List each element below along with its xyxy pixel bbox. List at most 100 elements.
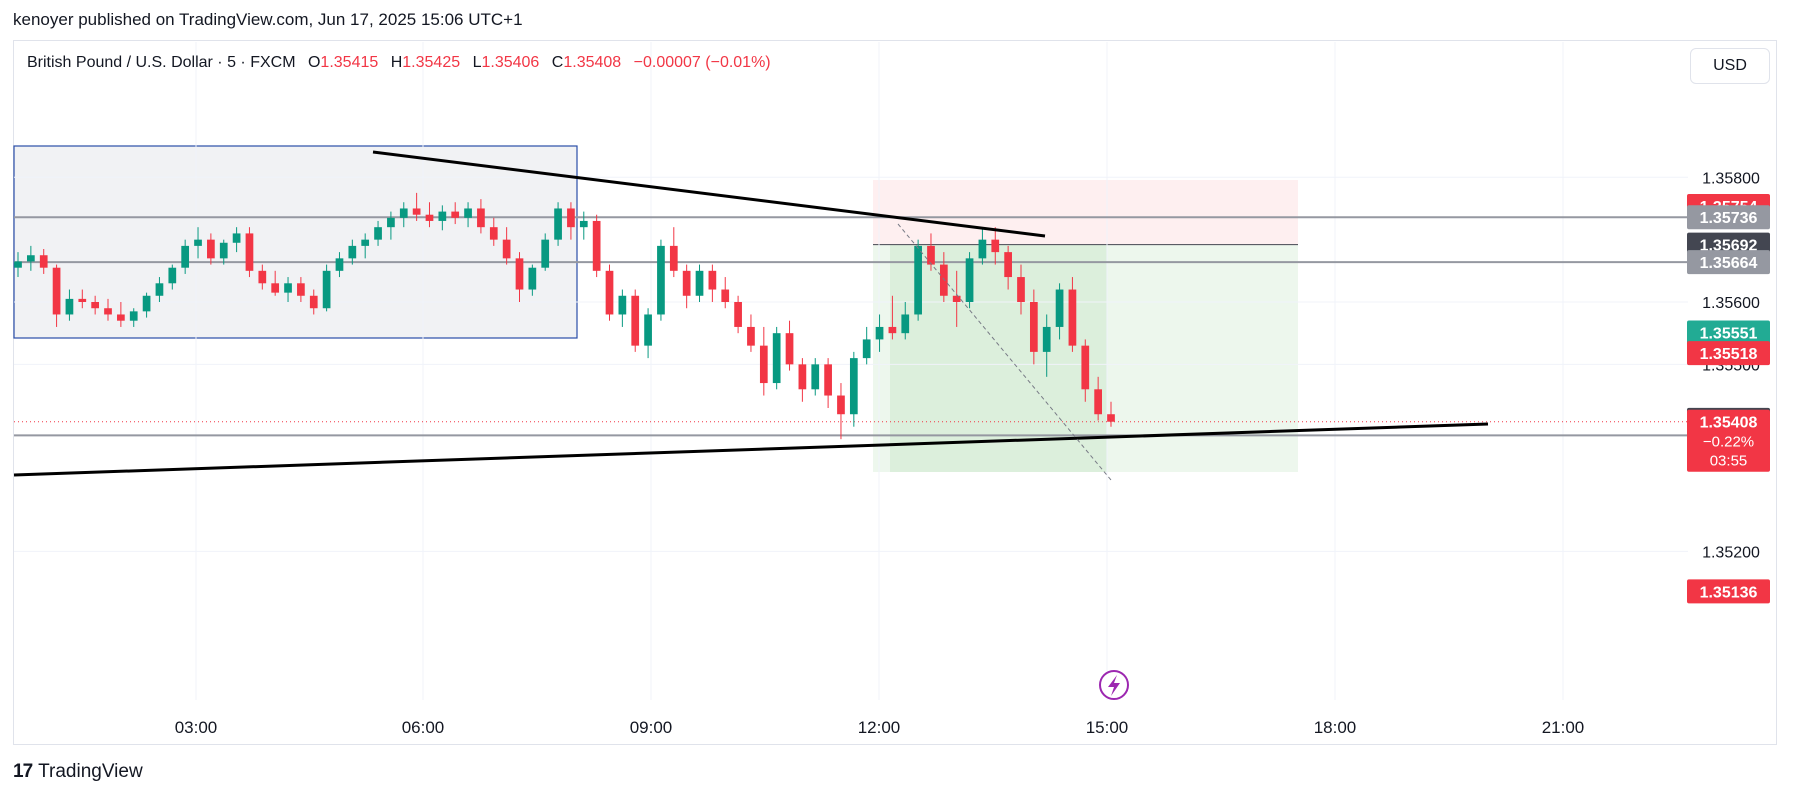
candle-body xyxy=(554,208,562,240)
candle-body xyxy=(348,245,357,259)
candle-body xyxy=(1094,389,1102,415)
candle-body xyxy=(39,255,48,268)
price-tag-bg xyxy=(1687,579,1770,604)
candle-body xyxy=(464,208,472,218)
symbol-name[interactable]: British Pound / U.S. Dollar · 5 · FXCM xyxy=(27,54,296,71)
candle-body xyxy=(91,302,100,309)
candle-body xyxy=(888,326,897,334)
candle-body xyxy=(798,364,807,390)
close-value: 1.35408 xyxy=(563,54,622,71)
candle-body xyxy=(952,295,961,302)
candle-body xyxy=(605,270,614,315)
x-tick-label: 15:00 xyxy=(1086,718,1129,737)
y-tick-label: 1.35800 xyxy=(1702,170,1760,187)
candle-body xyxy=(245,233,254,271)
candle-body xyxy=(117,314,125,321)
candle-body xyxy=(657,245,665,315)
candle-body xyxy=(297,283,305,296)
high-value: 1.35425 xyxy=(402,54,461,71)
open-label: O xyxy=(307,54,321,71)
price-tag-bg xyxy=(1687,320,1770,345)
high-label: H xyxy=(390,54,403,71)
current-price-tag-bg xyxy=(1687,409,1770,472)
publisher-header: kenoyer published on TradingView.com, Ju… xyxy=(13,10,523,29)
event-marker xyxy=(1099,670,1129,700)
tradingview-mark-icon: 17 xyxy=(13,761,33,782)
candle-body xyxy=(669,245,678,271)
candle-body xyxy=(939,264,948,296)
candle-body xyxy=(927,245,935,265)
bar-countdown: 03:55 xyxy=(1710,453,1748,470)
candle-body xyxy=(412,208,421,215)
price-tag: 1.35736 xyxy=(1700,210,1758,227)
candle-body xyxy=(142,295,151,312)
open-value: 1.35415 xyxy=(320,54,379,71)
candle-body xyxy=(695,270,704,296)
candle-body xyxy=(78,298,87,302)
lightning-bolt-icon xyxy=(1108,675,1120,696)
x-tick-label: 12:00 xyxy=(858,718,901,737)
range-box xyxy=(13,145,578,339)
y-tick-label: 1.35600 xyxy=(1702,295,1760,312)
price-tag-bg xyxy=(1687,205,1770,230)
price-tag: 1.35664 xyxy=(1700,255,1758,272)
candle-body xyxy=(65,298,74,315)
candle-body xyxy=(181,245,190,268)
candle-body xyxy=(387,217,395,228)
candle-body xyxy=(1055,289,1064,327)
price-tag-bg xyxy=(1687,341,1770,366)
y-tick-label: 1.35200 xyxy=(1702,544,1760,561)
tradingview-logo[interactable]: 17 TradingView xyxy=(13,761,143,783)
descending-trendline xyxy=(372,150,1046,238)
candle-body xyxy=(52,267,61,315)
stop-loss-zone xyxy=(873,180,1298,245)
price-tag-bg xyxy=(1687,250,1770,275)
candle-body xyxy=(271,283,280,293)
candle-body xyxy=(734,302,742,327)
candle-body xyxy=(914,245,922,315)
candle-body xyxy=(862,339,871,359)
candle-body xyxy=(515,258,524,290)
candle-body xyxy=(129,311,138,321)
candle-body xyxy=(849,358,858,415)
currency-button[interactable]: USD xyxy=(1690,48,1770,84)
tradingview-brand: TradingView xyxy=(38,761,143,782)
candle-body xyxy=(361,239,370,246)
candle-body xyxy=(1029,302,1038,352)
price-tag: 1.35551 xyxy=(1700,326,1758,343)
chart-frame xyxy=(13,40,1777,745)
candle-body xyxy=(682,270,691,296)
candle-body xyxy=(1068,289,1077,346)
candle-body xyxy=(811,364,820,390)
price-tag: 1.35136 xyxy=(1700,584,1758,601)
candle-body xyxy=(579,220,588,228)
take-profit-filled-zone xyxy=(890,244,1107,472)
low-label: L xyxy=(472,54,482,71)
candle-body xyxy=(168,267,177,284)
candle-body xyxy=(451,211,460,218)
candle-body xyxy=(618,295,627,315)
x-tick-label: 21:00 xyxy=(1542,718,1585,737)
x-tick-label: 03:00 xyxy=(175,718,218,737)
candle-body xyxy=(322,270,331,309)
close-label: C xyxy=(551,54,564,71)
candle-body xyxy=(194,239,202,246)
candle-body xyxy=(425,214,434,221)
candle-body xyxy=(14,261,22,268)
chart-legend: British Pound / U.S. Dollar · 5 · FXCM O… xyxy=(27,54,771,72)
candle-body xyxy=(27,255,35,262)
candle-body xyxy=(528,267,537,290)
x-tick-label: 18:00 xyxy=(1314,718,1357,737)
candle-body xyxy=(772,333,781,384)
candle-body xyxy=(284,283,292,293)
candle-body xyxy=(759,345,768,384)
candle-body xyxy=(155,283,164,296)
candle-body xyxy=(785,333,794,365)
candle-body xyxy=(232,233,241,243)
candle-body xyxy=(708,270,717,290)
x-tick-label: 09:00 xyxy=(630,718,673,737)
candle-body xyxy=(965,258,974,302)
x-tick-label: 06:00 xyxy=(402,718,445,737)
candle-body xyxy=(721,289,730,302)
